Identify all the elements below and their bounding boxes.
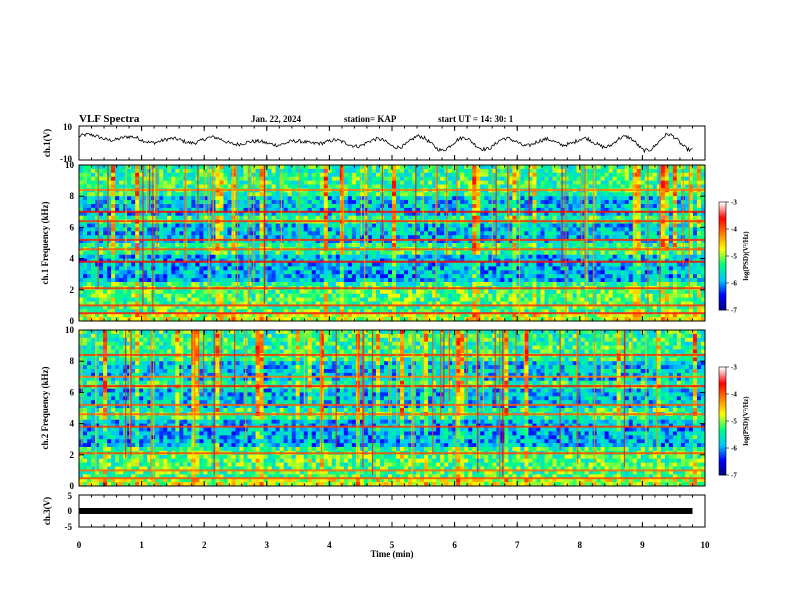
ch1-waveform-frame xyxy=(78,125,706,161)
ch1-spec-ytick-0: 0 xyxy=(70,316,75,326)
ch2-colorbar-label: log(PSD)(V²/Hz) xyxy=(742,396,750,446)
date-label: Jan. 22, 2024 xyxy=(251,114,302,124)
ch2-colorbar-tick-3: -6 xyxy=(731,445,737,453)
ch1-spec-ytick-2: 4 xyxy=(70,254,75,264)
ch1-colorbar: -3 -4 -5 -6 -7 log(PSD)(V²/Hz) xyxy=(718,199,750,315)
ch1-spec-ytick-4: 8 xyxy=(70,191,75,201)
ch2-spec-ytick-4: 8 xyxy=(70,356,75,366)
ch1-waveform-ylabel: ch.1(V) xyxy=(42,129,52,157)
time-tick-7: 7 xyxy=(515,540,520,550)
ch1-spectrogram-panel: 0 2 4 6 8 10 ch.1 Frequency (kHz) xyxy=(40,160,706,326)
ch2-spec-ytick-1: 2 xyxy=(70,450,75,460)
time-tick-8: 8 xyxy=(578,540,583,550)
ch2-spec-ytick-0: 0 xyxy=(70,481,75,491)
station-label: station= KAP xyxy=(344,114,397,124)
ch1-spectrogram-yticks: 0 2 4 6 8 10 xyxy=(65,160,705,326)
ch3-ytick-mid: 0 xyxy=(68,506,73,516)
ch1-colorbar-tick-3: -6 xyxy=(731,280,737,288)
ch2-spectrogram-image xyxy=(79,330,706,487)
ch1-waveform-trace xyxy=(78,132,693,154)
ch1-spec-ytick-1: 2 xyxy=(70,285,75,295)
ch3-waveform-line xyxy=(79,508,693,514)
time-tick-9: 9 xyxy=(640,540,645,550)
ch1-ytick-bottom: -10 xyxy=(60,154,72,164)
time-tick-3: 3 xyxy=(265,540,270,550)
ch3-waveform-trace xyxy=(79,508,693,514)
ch2-spec-ytick-3: 6 xyxy=(70,387,75,397)
ch1-spectrogram-image xyxy=(79,165,706,322)
ch1-spectrogram-ylabel: ch.1 Frequency (kHz) xyxy=(40,201,50,284)
time-tick-6: 6 xyxy=(452,540,457,550)
ch2-spec-ytick-5: 10 xyxy=(65,325,75,335)
ch1-colorbar-tick-2: -5 xyxy=(731,253,737,261)
time-tick-10: 10 xyxy=(701,540,711,550)
time-axis-ticks: 0 1 2 3 4 5 6 7 8 9 10 xyxy=(77,126,710,550)
time-axis-label: Time (min) xyxy=(370,549,413,559)
ch1-colorbar-tick-4: -7 xyxy=(731,307,737,315)
ch2-colorbar: -3 -4 -5 -6 -7 log(PSD)(V²/Hz) xyxy=(718,364,750,480)
ch2-colorbar-tick-1: -4 xyxy=(731,391,737,399)
ch3-waveform-ylabel: ch.3(V) xyxy=(42,497,52,525)
ch3-ytick-top: 5 xyxy=(68,491,73,501)
time-tick-0: 0 xyxy=(77,540,82,550)
ch1-colorbar-tick-0: -3 xyxy=(731,199,737,207)
time-tick-4: 4 xyxy=(327,540,332,550)
ch2-spectrogram-ylabel: ch.2 Frequency (kHz) xyxy=(40,366,50,449)
start-time-label: start UT = 14: 30: 1 xyxy=(438,114,514,124)
ch1-spec-ytick-5: 10 xyxy=(65,160,75,170)
ch2-colorbar-tick-2: -5 xyxy=(731,418,737,426)
ch2-colorbar-tick-4: -7 xyxy=(731,472,737,480)
time-tick-2: 2 xyxy=(202,540,207,550)
ch3-ytick-bottom: -5 xyxy=(65,522,73,532)
ch1-spec-ytick-3: 6 xyxy=(70,222,75,232)
ch2-spectrogram-panel: 0 2 4 6 8 10 ch.2 Frequency (kHz) xyxy=(40,325,706,491)
ch2-colorbar-tick-0: -3 xyxy=(731,364,737,372)
ch2-spec-ytick-2: 4 xyxy=(70,419,75,429)
figure-title: VLF Spectra xyxy=(79,113,140,125)
ch1-colorbar-label: log(PSD)(V²/Hz) xyxy=(742,231,750,281)
ch2-spectrogram-yticks: 0 2 4 6 8 10 xyxy=(65,325,705,491)
ch1-waveform-line xyxy=(78,132,693,154)
ch1-colorbar-tick-1: -4 xyxy=(731,226,737,234)
time-tick-5: 5 xyxy=(390,540,395,550)
time-tick-1: 1 xyxy=(139,540,144,550)
ch1-ytick-top: 10 xyxy=(63,122,73,132)
